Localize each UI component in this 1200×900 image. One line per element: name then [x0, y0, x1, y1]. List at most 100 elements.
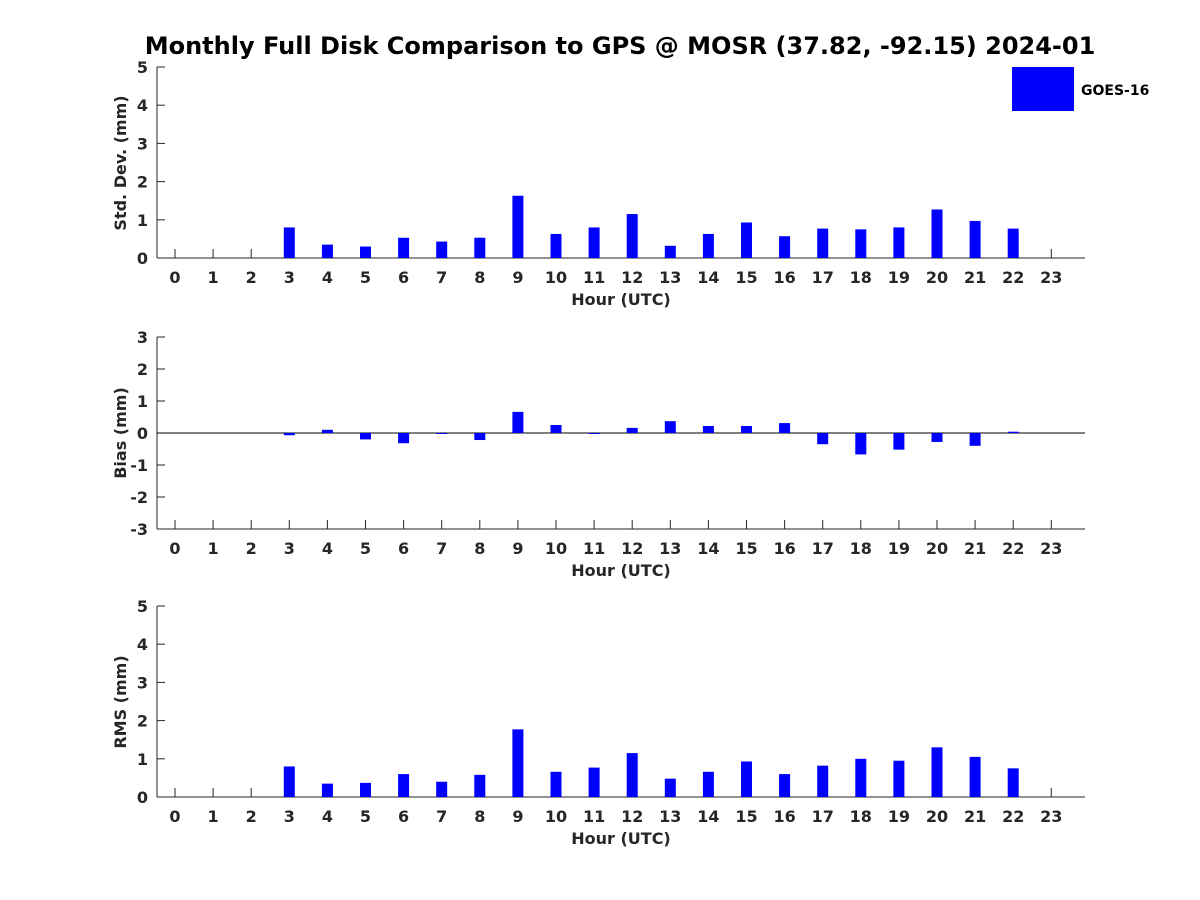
- bias-bar-hour-9: [512, 411, 524, 433]
- rms-x-tick-label: 0: [169, 807, 180, 826]
- std-dev-x-tick-label: 21: [964, 268, 986, 287]
- rms-bar-hour-14: [702, 771, 714, 797]
- std-dev-x-tick-label: 9: [512, 268, 523, 287]
- rms-x-tick-label: 4: [322, 807, 333, 826]
- rms-x-tick-label: 17: [812, 807, 834, 826]
- bias-bar-hour-22: [1007, 431, 1019, 433]
- bias-x-tick-label: 7: [436, 539, 447, 558]
- bias-bar-hour-5: [360, 433, 371, 440]
- bias-bar-hour-11: [588, 433, 600, 434]
- std-dev-bar-hour-4: [321, 244, 333, 258]
- std-dev-bar-hour-9: [512, 195, 524, 258]
- std-dev-bar-hour-13: [664, 245, 676, 258]
- bias-bar-hour-19: [893, 433, 905, 450]
- std-dev-bar-hour-17: [817, 228, 829, 258]
- rms-x-tick-label: 18: [850, 807, 872, 826]
- rms-bar-hour-15: [741, 761, 752, 797]
- rms-bar-hour-17: [817, 765, 829, 797]
- rms-bar-hour-13: [664, 778, 676, 797]
- std-dev-x-tick-label: 6: [398, 268, 409, 287]
- bias-x-tick-label: 4: [322, 539, 333, 558]
- std-dev-x-tick-label: 12: [621, 268, 643, 287]
- std-dev-x-tick-label: 3: [284, 268, 295, 287]
- std-dev-bar-hour-19: [893, 227, 905, 258]
- rms-bar-hour-21: [969, 756, 981, 797]
- std-dev-x-tick-label: 17: [812, 268, 834, 287]
- rms-y-tick-label: 1: [137, 750, 148, 769]
- rms-x-tick-label: 10: [545, 807, 567, 826]
- rms-bar-hour-18: [855, 758, 867, 797]
- figure-title: Monthly Full Disk Comparison to GPS @ MO…: [145, 32, 1096, 60]
- bias-y-tick-label: 3: [137, 328, 148, 347]
- legend: GOES-16: [1012, 67, 1149, 111]
- std-dev-bar-hour-21: [969, 220, 981, 258]
- std-dev-x-tick-label: 5: [360, 268, 371, 287]
- bias-x-tick-label: 14: [697, 539, 719, 558]
- std-dev-bar-hour-18: [855, 229, 867, 258]
- std-dev-x-tick-label: 22: [1002, 268, 1024, 287]
- std-dev-bar-hour-20: [931, 209, 943, 258]
- std-dev-y-tick-label: 0: [137, 249, 148, 268]
- std-dev-bar-hour-7: [436, 241, 448, 258]
- bias-x-tick-label: 11: [583, 539, 605, 558]
- rms-x-tick-label: 1: [208, 807, 219, 826]
- rms-bar-hour-7: [436, 781, 448, 797]
- bias-bar-hour-10: [550, 425, 562, 433]
- std-dev-y-tick-label: 1: [137, 211, 148, 230]
- rms-bar-hour-19: [893, 760, 905, 797]
- rms-x-tick-label: 3: [284, 807, 295, 826]
- rms-bar-hour-12: [626, 753, 638, 797]
- rms-y-tick-label: 0: [137, 788, 148, 807]
- bias-bar-hour-7: [436, 433, 448, 434]
- rms-ylabel: RMS (mm): [111, 655, 130, 748]
- rms-y-tick-label: 2: [137, 712, 148, 731]
- rms-x-tick-label: 14: [697, 807, 719, 826]
- std-dev-bar-hour-8: [474, 237, 486, 258]
- std-dev-y-tick-label: 2: [137, 173, 148, 192]
- bias-bar-hour-14: [702, 425, 714, 433]
- bias-x-tick-label: 3: [284, 539, 295, 558]
- rms-bar-hour-8: [474, 774, 486, 797]
- rms-x-tick-label: 22: [1002, 807, 1024, 826]
- std-dev-bar-hour-6: [398, 237, 410, 258]
- bias-y-tick-label: -2: [130, 488, 148, 507]
- bias-x-tick-label: 10: [545, 539, 567, 558]
- bias-y-tick-label: 0: [137, 424, 148, 443]
- bias-x-tick-label: 5: [360, 539, 371, 558]
- bias-x-tick-label: 6: [398, 539, 409, 558]
- bias-bar-hour-8: [474, 433, 486, 441]
- std-dev-y-tick-label: 3: [137, 134, 148, 153]
- rms-bar-hour-5: [360, 782, 371, 797]
- std-dev-bar-hour-11: [588, 227, 600, 258]
- rms-x-tick-label: 16: [773, 807, 795, 826]
- std-dev-x-tick-label: 18: [850, 268, 872, 287]
- rms-xlabel: Hour (UTC): [571, 829, 671, 848]
- std-dev-x-tick-label: 23: [1040, 268, 1062, 287]
- std-dev-x-tick-label: 13: [659, 268, 681, 287]
- rms-x-tick-label: 20: [926, 807, 948, 826]
- std-dev-bar-hour-22: [1007, 228, 1019, 258]
- bias-x-tick-label: 18: [850, 539, 872, 558]
- bias-x-tick-label: 1: [208, 539, 219, 558]
- bias-bar-hour-6: [398, 433, 410, 444]
- bias-bar-hour-3: [283, 433, 295, 436]
- bias-x-tick-label: 21: [964, 539, 986, 558]
- bias-bar-hour-20: [931, 433, 943, 442]
- rms-x-tick-label: 5: [360, 807, 371, 826]
- std-dev-x-tick-label: 20: [926, 268, 948, 287]
- std-dev-y-tick-label: 5: [137, 58, 148, 77]
- std-dev-ylabel: Std. Dev. (mm): [111, 95, 130, 230]
- std-dev-x-tick-label: 8: [474, 268, 485, 287]
- std-dev-bar-hour-3: [283, 227, 295, 258]
- bias-x-tick-label: 12: [621, 539, 643, 558]
- rms-bar-hour-11: [588, 767, 600, 797]
- bias-bar-hour-17: [817, 433, 829, 445]
- rms-x-tick-label: 23: [1040, 807, 1062, 826]
- bias-x-tick-label: 8: [474, 539, 485, 558]
- std-dev-x-tick-label: 15: [735, 268, 757, 287]
- bias-x-tick-label: 22: [1002, 539, 1024, 558]
- std-dev-bar-hour-16: [779, 236, 791, 258]
